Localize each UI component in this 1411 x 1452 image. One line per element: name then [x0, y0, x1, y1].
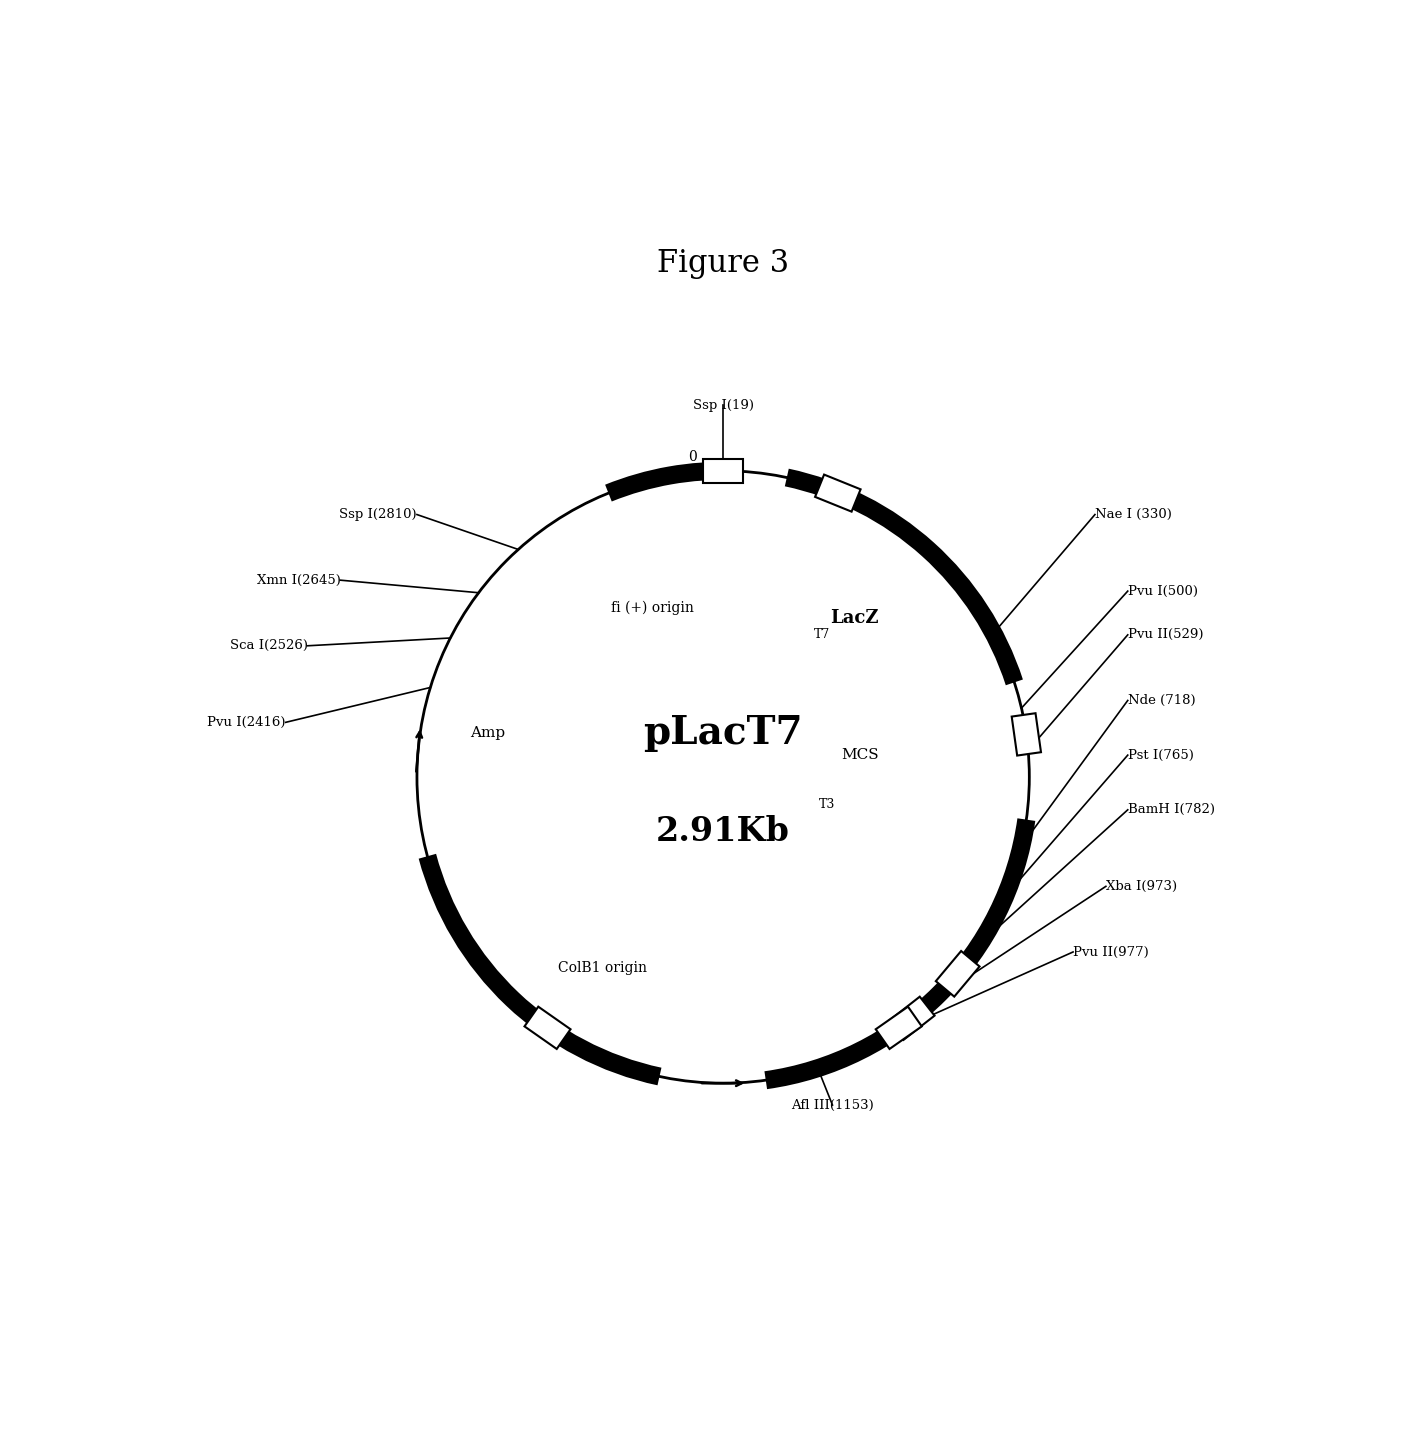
Text: Ssp I(19): Ssp I(19) — [693, 399, 753, 412]
Text: LacZ: LacZ — [830, 610, 879, 627]
Text: Amp: Amp — [470, 726, 505, 741]
Text: Pst I(765): Pst I(765) — [1127, 749, 1194, 762]
Polygon shape — [1012, 713, 1041, 755]
Text: Xmn I(2645): Xmn I(2645) — [257, 574, 340, 587]
Polygon shape — [525, 1006, 570, 1048]
Text: Pvu I(2416): Pvu I(2416) — [207, 716, 285, 729]
Polygon shape — [816, 475, 861, 511]
Polygon shape — [889, 996, 934, 1040]
Text: Nde (718): Nde (718) — [1127, 694, 1195, 707]
Text: T3: T3 — [818, 797, 835, 810]
Polygon shape — [704, 459, 742, 484]
Text: MCS: MCS — [841, 748, 879, 762]
Text: Xba I(973): Xba I(973) — [1106, 880, 1177, 893]
Text: pLacT7: pLacT7 — [643, 714, 803, 752]
Text: Nae I (330): Nae I (330) — [1095, 508, 1171, 521]
Text: ColB1 origin: ColB1 origin — [559, 961, 648, 976]
Polygon shape — [876, 1006, 921, 1048]
Text: Pvu II(529): Pvu II(529) — [1127, 629, 1204, 642]
Text: fi (+) origin: fi (+) origin — [611, 600, 693, 614]
Text: Afl III(1153): Afl III(1153) — [792, 1099, 873, 1112]
Text: 2.91Kb: 2.91Kb — [656, 815, 790, 848]
Text: T7: T7 — [813, 629, 830, 642]
Text: Ssp I(2810): Ssp I(2810) — [339, 508, 418, 521]
Text: Pvu I(500): Pvu I(500) — [1127, 585, 1198, 598]
Text: 0: 0 — [689, 450, 697, 463]
Text: Pvu II(977): Pvu II(977) — [1074, 945, 1149, 958]
Text: BamH I(782): BamH I(782) — [1127, 803, 1215, 816]
Text: Figure 3: Figure 3 — [658, 247, 789, 279]
Text: Sca I(2526): Sca I(2526) — [230, 639, 308, 652]
Polygon shape — [935, 951, 979, 996]
